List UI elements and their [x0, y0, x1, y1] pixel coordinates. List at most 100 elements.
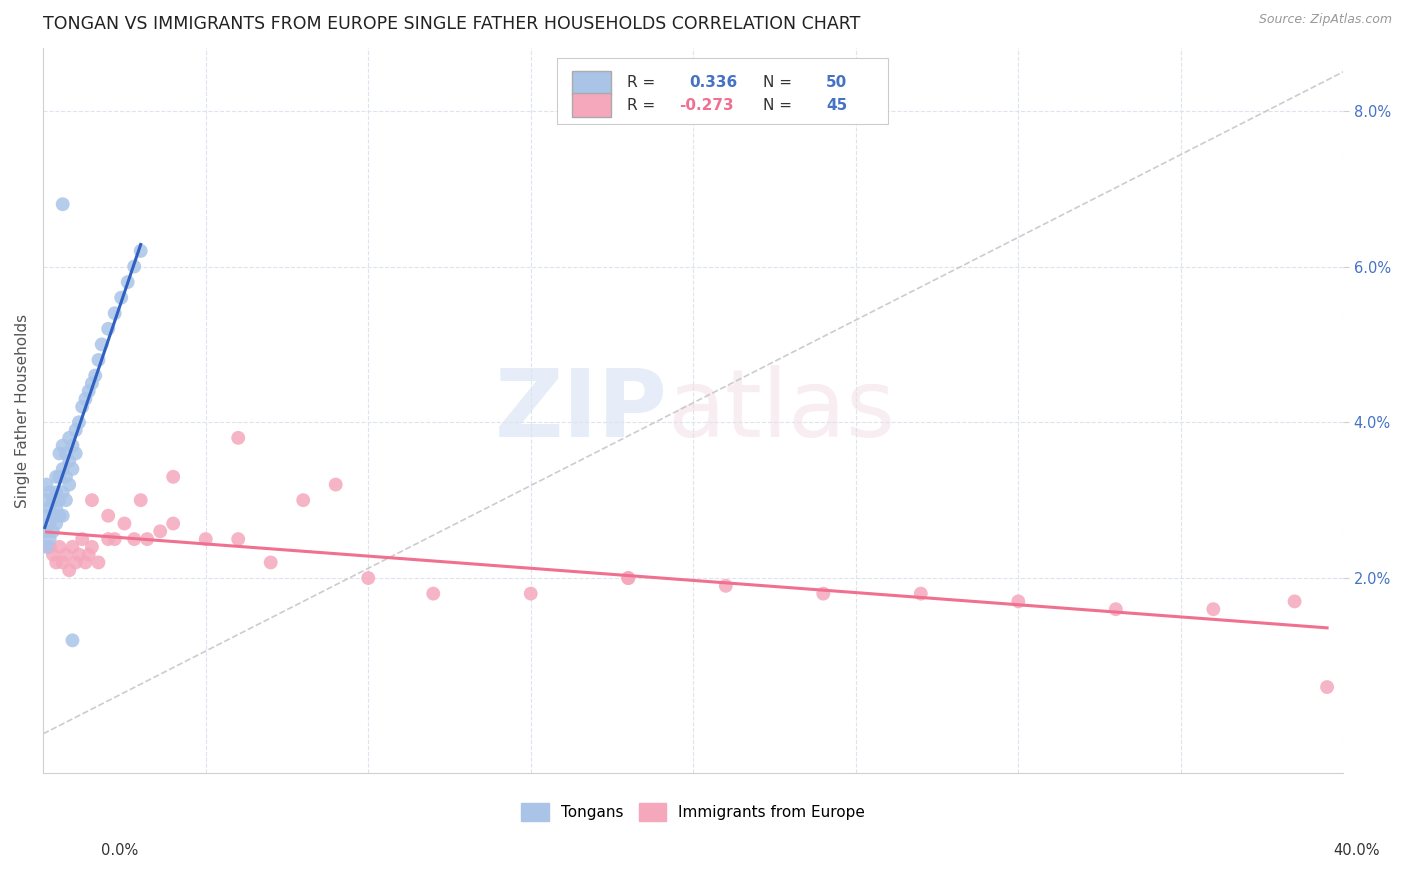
Point [617, 571, 640, 585]
Point [55, 493, 77, 508]
Point [77, 548, 100, 562]
Point [129, 493, 152, 508]
Point [129, 244, 152, 258]
FancyBboxPatch shape [572, 94, 612, 117]
Text: 45: 45 [825, 98, 848, 112]
Text: R =: R = [627, 98, 659, 112]
Y-axis label: Single Father Households: Single Father Households [15, 313, 30, 508]
Point [87, 353, 110, 368]
Point [1316, 680, 1339, 694]
Point [58, 431, 80, 445]
Point [58, 563, 80, 577]
Point [357, 571, 380, 585]
Point [75, 556, 97, 570]
Point [75, 392, 97, 406]
Point [70, 400, 93, 414]
Point [104, 532, 127, 546]
Point [62, 540, 84, 554]
Point [48, 446, 70, 460]
Point [35, 524, 58, 539]
Text: 50: 50 [825, 75, 848, 90]
Point [80, 493, 103, 508]
Point [97, 322, 120, 336]
Point [162, 516, 184, 531]
Point [62, 439, 84, 453]
Point [122, 260, 145, 274]
Point [80, 376, 103, 391]
Point [45, 500, 67, 515]
Point [84, 368, 107, 383]
Point [35, 477, 58, 491]
Point [67, 415, 90, 429]
Point [55, 446, 77, 460]
Point [48, 470, 70, 484]
Point [194, 532, 217, 546]
Point [226, 431, 249, 445]
Point [110, 291, 132, 305]
Point [38, 516, 60, 531]
Text: 40.0%: 40.0% [1333, 843, 1381, 858]
Point [35, 540, 58, 554]
Point [65, 556, 87, 570]
Point [70, 532, 93, 546]
Text: -0.273: -0.273 [679, 98, 734, 112]
Point [45, 470, 67, 484]
FancyBboxPatch shape [572, 70, 612, 95]
Point [292, 493, 315, 508]
Point [104, 306, 127, 320]
Point [55, 548, 77, 562]
Point [136, 532, 159, 546]
Text: atlas: atlas [668, 365, 896, 457]
Point [87, 556, 110, 570]
Point [55, 470, 77, 484]
Point [162, 470, 184, 484]
Point [52, 197, 75, 211]
Point [813, 586, 835, 600]
Point [97, 508, 120, 523]
Point [422, 586, 444, 600]
Point [58, 454, 80, 468]
Point [90, 337, 112, 351]
Text: ZIP: ZIP [495, 365, 668, 457]
Point [52, 485, 75, 500]
Point [1202, 602, 1225, 616]
Text: R =: R = [627, 75, 659, 90]
Legend: Tongans, Immigrants from Europe: Tongans, Immigrants from Europe [515, 797, 872, 827]
Point [52, 439, 75, 453]
Point [617, 571, 640, 585]
Point [65, 446, 87, 460]
Point [1007, 594, 1029, 608]
Point [48, 540, 70, 554]
Point [52, 556, 75, 570]
Point [52, 462, 75, 476]
Point [62, 462, 84, 476]
Point [97, 532, 120, 546]
Point [117, 275, 139, 289]
Point [52, 508, 75, 523]
Point [1284, 594, 1306, 608]
Point [42, 524, 65, 539]
Point [45, 485, 67, 500]
Text: N =: N = [763, 75, 797, 90]
Text: N =: N = [763, 98, 797, 112]
Point [260, 556, 283, 570]
Point [122, 532, 145, 546]
Point [910, 586, 932, 600]
Text: 0.0%: 0.0% [101, 843, 138, 858]
Point [38, 500, 60, 515]
Point [226, 532, 249, 546]
Point [48, 508, 70, 523]
Point [38, 485, 60, 500]
Point [42, 548, 65, 562]
Point [519, 586, 541, 600]
Point [35, 508, 58, 523]
Point [58, 477, 80, 491]
Point [149, 524, 172, 539]
Point [77, 384, 100, 398]
Point [35, 493, 58, 508]
Text: Source: ZipAtlas.com: Source: ZipAtlas.com [1258, 13, 1392, 27]
FancyBboxPatch shape [557, 58, 889, 125]
Point [114, 516, 136, 531]
Point [80, 540, 103, 554]
Point [1105, 602, 1128, 616]
